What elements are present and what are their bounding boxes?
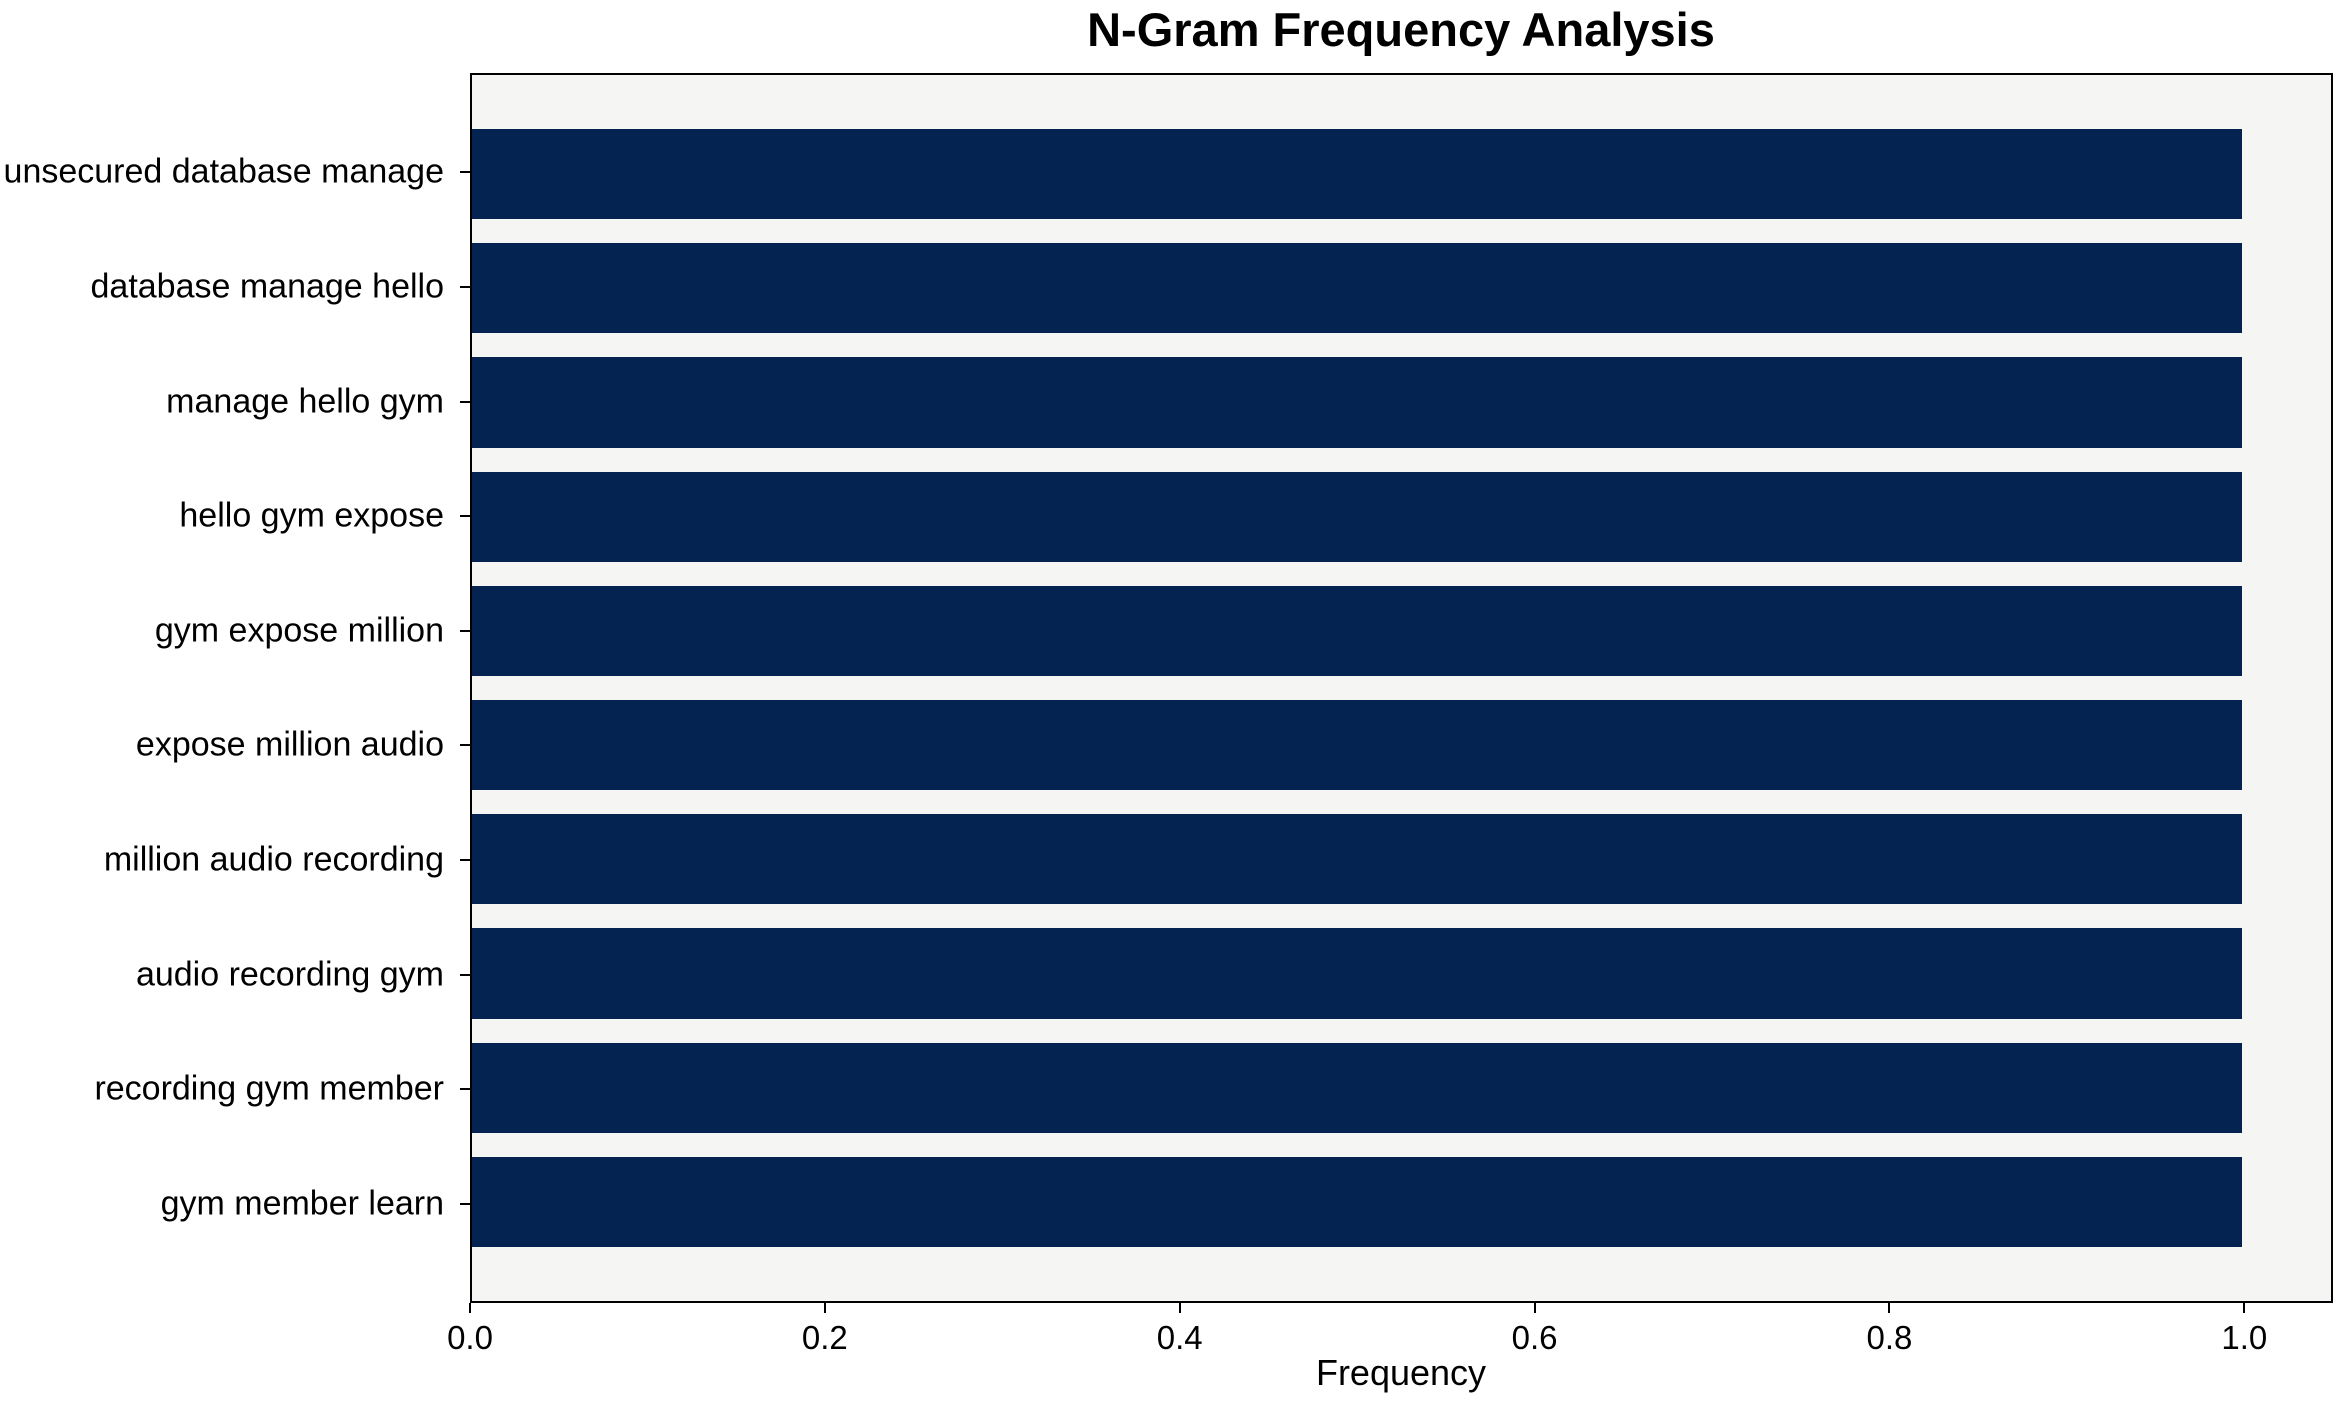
bar — [472, 243, 2243, 334]
x-tick-label: 0.4 — [1156, 1319, 1203, 1356]
bar — [472, 1156, 2243, 1248]
y-tick-label: recording gym member — [94, 1069, 444, 1108]
x-tick-mark — [469, 1303, 471, 1313]
bar — [472, 700, 2243, 791]
y-tick-label: million audio recording — [103, 840, 444, 879]
y-tick-mark — [460, 973, 470, 976]
bar — [472, 128, 2243, 220]
x-tick-mark — [1533, 1303, 1536, 1313]
bar — [472, 471, 2243, 562]
y-tick-mark — [460, 400, 470, 403]
y-axis: unsecured database manage database manage… — [0, 73, 470, 1303]
bar — [472, 1042, 2243, 1133]
y-tick-mark — [460, 744, 470, 747]
bar — [472, 357, 2243, 448]
bar-row — [472, 231, 2331, 345]
x-tick-mark — [1178, 1303, 1181, 1313]
bar-row — [472, 117, 2331, 231]
y-tick-label: hello gym expose — [179, 496, 444, 535]
chart-title: N-Gram Frequency Analysis — [1087, 3, 1715, 56]
x-tick-label: 1.0 — [2221, 1319, 2268, 1356]
bar — [472, 928, 2243, 1019]
bar-row — [472, 1031, 2331, 1145]
bar-row — [472, 688, 2331, 802]
bars-container — [472, 75, 2331, 1301]
y-tick-label: expose million audio — [135, 725, 444, 764]
x-tick-label: 0.0 — [447, 1319, 493, 1356]
x-tick-label: 0.2 — [801, 1319, 848, 1356]
y-tick-label: unsecured database manage — [3, 152, 444, 191]
y-tick-mark — [460, 1202, 470, 1205]
bar-row — [472, 802, 2331, 916]
y-tick-mark — [460, 629, 470, 632]
bar — [472, 585, 2243, 677]
y-tick-mark — [460, 515, 470, 518]
bar-row — [472, 916, 2331, 1030]
x-tick-mark — [1888, 1303, 1891, 1313]
x-tick-label: 0.6 — [1511, 1319, 1558, 1356]
y-tick-label: gym expose million — [154, 611, 444, 650]
bar — [472, 814, 2243, 905]
plot-area — [470, 73, 2333, 1303]
bar-row — [472, 574, 2331, 688]
x-tick-mark — [2243, 1303, 2246, 1313]
bar-row — [472, 460, 2331, 574]
y-tick-label: manage hello gym — [166, 382, 444, 420]
x-tick-label: 0.8 — [1866, 1319, 1913, 1356]
bar-row — [472, 1145, 2331, 1259]
y-tick-mark — [460, 858, 470, 861]
x-axis: 0.0 0.2 0.4 0.6 0.8 1.0 — [447, 1303, 2333, 1403]
x-tick-mark — [823, 1303, 826, 1313]
y-tick-mark — [460, 171, 470, 174]
y-tick-mark — [460, 285, 470, 288]
y-tick-label: gym member learn — [160, 1184, 444, 1223]
y-tick-label: audio recording gym — [135, 955, 444, 993]
x-axis-title: Frequency — [1315, 1352, 1487, 1393]
bar-row — [472, 345, 2331, 459]
y-tick-mark — [460, 1088, 470, 1091]
y-tick-label: database manage hello — [90, 267, 445, 306]
